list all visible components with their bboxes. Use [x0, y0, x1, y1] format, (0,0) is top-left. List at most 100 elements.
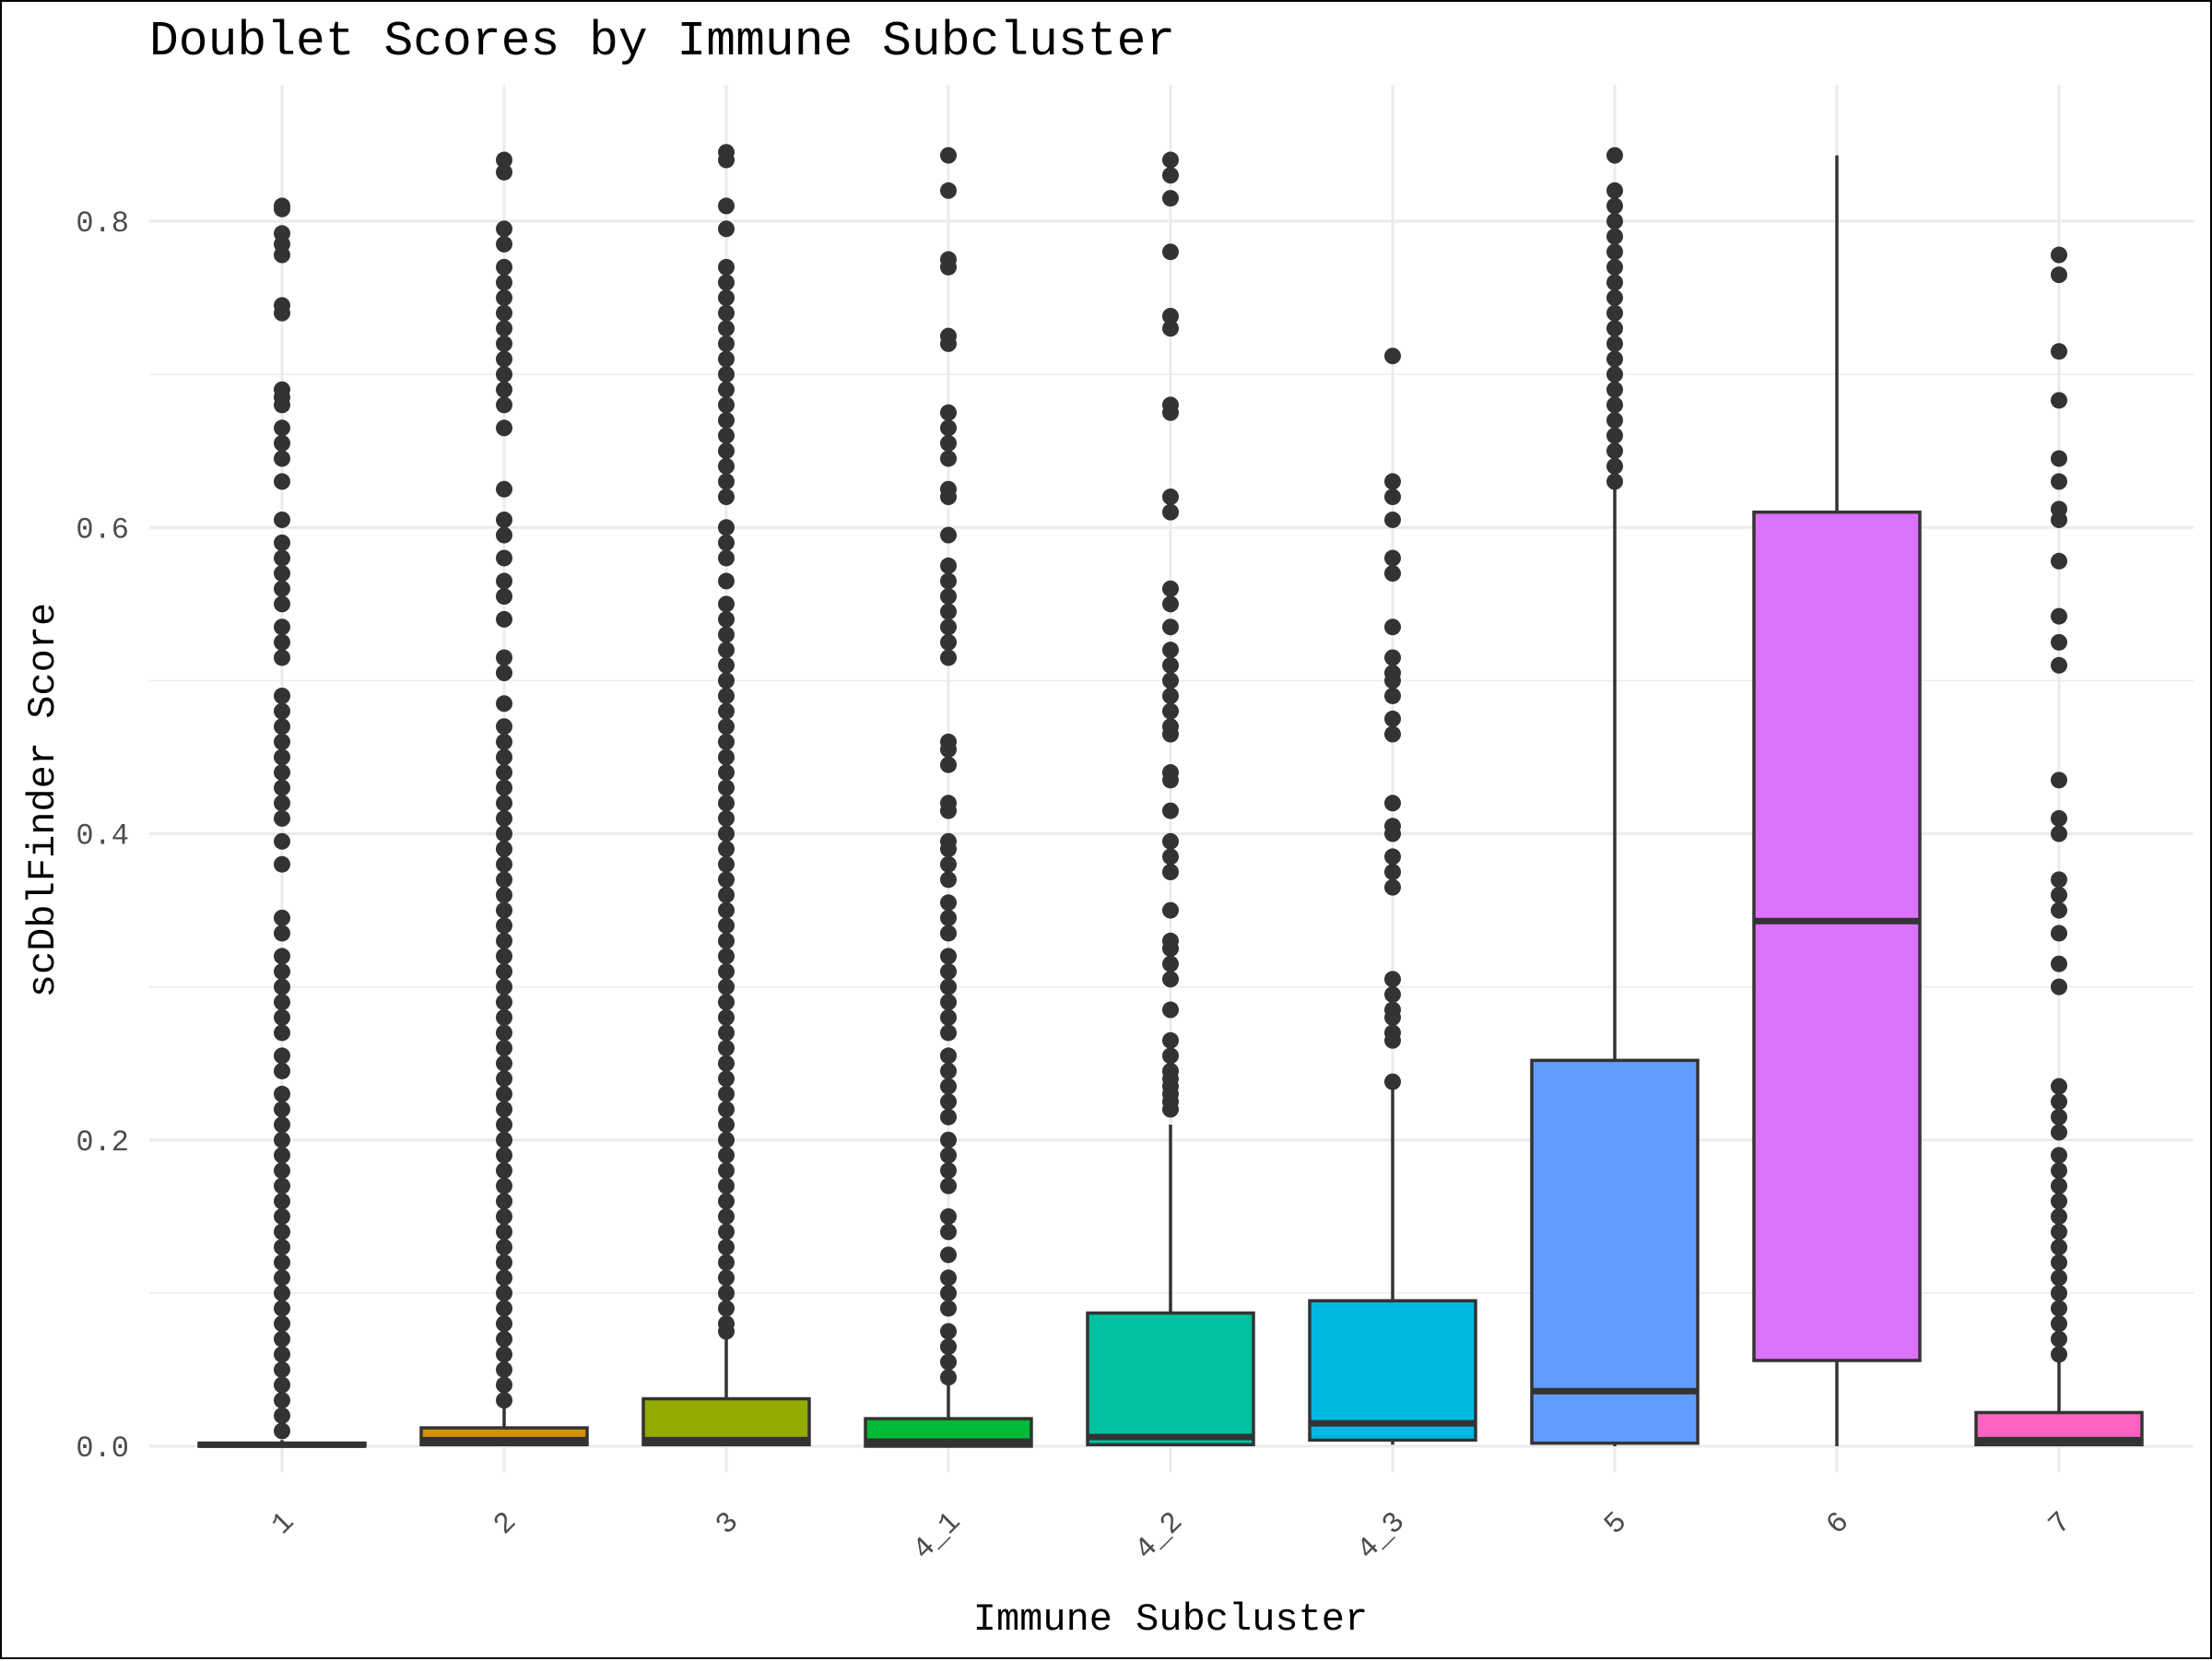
- outlier-point-2: [496, 1376, 512, 1394]
- outlier-point-5: [1606, 213, 1623, 230]
- outlier-point-7: [2051, 1239, 2067, 1256]
- outlier-point-1: [274, 1422, 290, 1440]
- outlier-point-4_1: [940, 1131, 957, 1149]
- outlier-point-4_2: [1162, 687, 1179, 704]
- outlier-point-7: [2051, 825, 2067, 842]
- outlier-point-2: [496, 978, 512, 995]
- outlier-point-2: [496, 779, 512, 796]
- outlier-point-4_1: [940, 335, 957, 352]
- outlier-point-4_3: [1384, 473, 1401, 490]
- outlier-point-2: [496, 1284, 512, 1302]
- outlier-point-4_2: [1162, 940, 1179, 958]
- outlier-point-4_1: [940, 1338, 957, 1356]
- outlier-point-2: [496, 948, 512, 965]
- outlier-point-4_2: [1162, 832, 1179, 850]
- outlier-point-2: [496, 1008, 512, 1026]
- outlier-point-3: [718, 687, 735, 704]
- outlier-point-2: [496, 588, 512, 606]
- y-tick-label: 0.2: [76, 1125, 129, 1160]
- outlier-point-4_1: [940, 182, 957, 199]
- outlier-point-1: [274, 549, 290, 567]
- outlier-point-1: [274, 978, 290, 995]
- outlier-point-3: [718, 855, 735, 873]
- outlier-point-4_2: [1162, 1101, 1179, 1118]
- outlier-point-4_1: [940, 994, 957, 1011]
- outlier-point-3: [718, 197, 735, 215]
- outlier-point-5: [1606, 274, 1623, 291]
- outlier-point-3: [718, 764, 735, 782]
- y-tick-label: 0.8: [76, 206, 129, 241]
- outlier-point-2: [496, 886, 512, 903]
- outlier-point-2: [496, 649, 512, 666]
- outlier-point-1: [274, 419, 290, 437]
- outlier-point-7: [2051, 1300, 2067, 1317]
- outlier-point-1: [274, 1147, 290, 1164]
- outlier-point-7: [2051, 1124, 2067, 1141]
- outlier-point-2: [496, 151, 512, 169]
- outlier-point-3: [718, 917, 735, 935]
- outlier-point-1: [274, 580, 290, 597]
- outlier-point-1: [274, 832, 290, 850]
- outlier-point-4_2: [1162, 167, 1179, 184]
- outlier-point-3: [718, 994, 735, 1011]
- outlier-point-1: [274, 1361, 290, 1378]
- outlier-point-2: [496, 220, 512, 238]
- outlier-point-2: [496, 1193, 512, 1210]
- outlier-point-2: [496, 901, 512, 919]
- outlier-point-4_1: [940, 1323, 957, 1340]
- outlier-point-4_2: [1162, 618, 1179, 636]
- outlier-point-4_2: [1162, 307, 1179, 324]
- outlier-point-4_3: [1384, 511, 1401, 528]
- x-tick-label-3: 3: [709, 1505, 746, 1542]
- outlier-point-3: [718, 335, 735, 352]
- outlier-point-1: [274, 855, 290, 873]
- outlier-point-1: [274, 1062, 290, 1079]
- outlier-point-5: [1606, 304, 1623, 322]
- x-tick-label-2: 2: [487, 1505, 524, 1542]
- box-group-2: [419, 151, 589, 1447]
- outlier-point-4_3: [1384, 1008, 1401, 1026]
- x-tick-label-4_2: 4_2: [1128, 1505, 1190, 1567]
- outlier-point-5: [1606, 442, 1623, 460]
- outlier-point-3: [718, 748, 735, 766]
- outlier-point-3: [718, 1223, 735, 1241]
- outlier-point-2: [496, 1330, 512, 1348]
- outlier-point-3: [718, 304, 735, 322]
- outlier-point-4_1: [940, 1246, 957, 1264]
- outlier-point-7: [2051, 1108, 2067, 1125]
- outlier-point-3: [718, 427, 735, 444]
- outlier-point-7: [2051, 1161, 2067, 1179]
- outlier-point-1: [274, 1269, 290, 1287]
- outlier-point-1: [274, 795, 290, 812]
- outlier-point-7: [2051, 1177, 2067, 1195]
- outlier-point-3: [718, 411, 735, 429]
- outlier-point-4_1: [940, 1108, 957, 1125]
- outlier-point-5: [1606, 335, 1623, 352]
- outlier-point-4_2: [1162, 243, 1179, 261]
- outlier-point-3: [718, 1147, 735, 1164]
- outlier-point-4_2: [1162, 672, 1179, 689]
- outlier-point-2: [496, 1315, 512, 1333]
- outlier-point-7: [2051, 955, 2067, 972]
- outlier-point-7: [2051, 1284, 2067, 1302]
- outlier-point-1: [274, 1207, 290, 1225]
- outlier-point-7: [2051, 901, 2067, 919]
- outlier-point-7: [2051, 246, 2067, 264]
- box-4_2: [1086, 1311, 1255, 1447]
- outlier-point-1: [274, 396, 290, 414]
- outlier-point-4_1: [940, 1353, 957, 1371]
- outlier-point-4_1: [940, 925, 957, 942]
- outlier-point-3: [718, 1024, 735, 1042]
- outlier-point-4_3: [1384, 618, 1401, 636]
- outlier-point-2: [496, 1131, 512, 1149]
- outlier-point-7: [2051, 809, 2067, 827]
- outlier-point-4_1: [940, 489, 957, 506]
- outlier-point-7: [2051, 1093, 2067, 1111]
- chart-title: Doublet Scores by Immune Subcluster: [149, 14, 1175, 69]
- outlier-point-2: [496, 572, 512, 590]
- outlier-point-4_1: [940, 1024, 957, 1042]
- outlier-point-5: [1606, 228, 1623, 245]
- outlier-point-4_3: [1384, 672, 1401, 689]
- outlier-point-4_2: [1162, 642, 1179, 659]
